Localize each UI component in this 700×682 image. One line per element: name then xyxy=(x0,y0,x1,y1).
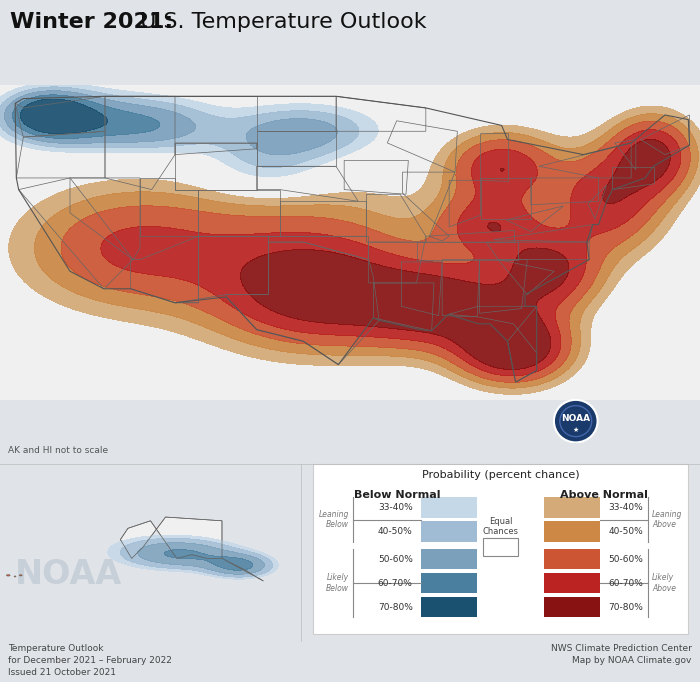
Polygon shape xyxy=(0,85,700,388)
Text: Leaning
Above: Leaning Above xyxy=(652,510,682,529)
Text: Below Normal: Below Normal xyxy=(354,490,440,500)
Text: Issued 21 October 2021: Issued 21 October 2021 xyxy=(8,668,116,677)
Bar xyxy=(421,573,477,593)
Bar xyxy=(545,521,601,542)
Ellipse shape xyxy=(6,575,10,576)
Text: 33-40%: 33-40% xyxy=(608,503,643,512)
Text: 60-70%: 60-70% xyxy=(378,578,413,588)
Text: ★: ★ xyxy=(573,427,579,433)
Text: NWS Climate Prediction Center: NWS Climate Prediction Center xyxy=(551,644,692,653)
Text: 50-60%: 50-60% xyxy=(378,554,413,563)
Text: 70-80%: 70-80% xyxy=(608,602,643,612)
Text: Above Normal: Above Normal xyxy=(560,490,648,500)
Text: 40-50%: 40-50% xyxy=(378,527,413,536)
Bar xyxy=(545,597,601,617)
Text: Equal
Chances: Equal Chances xyxy=(482,517,519,536)
Text: Likely
Above: Likely Above xyxy=(652,574,676,593)
Text: for December 2021 – February 2022: for December 2021 – February 2022 xyxy=(8,656,172,665)
Bar xyxy=(482,538,519,557)
Circle shape xyxy=(554,400,598,443)
Ellipse shape xyxy=(19,575,22,576)
Text: 50-60%: 50-60% xyxy=(608,554,643,563)
Polygon shape xyxy=(120,517,222,559)
Bar xyxy=(421,549,477,569)
Text: U.S. Temperature Outlook: U.S. Temperature Outlook xyxy=(133,12,426,32)
Bar xyxy=(421,497,477,518)
Text: NOAA: NOAA xyxy=(561,415,590,424)
Polygon shape xyxy=(222,559,263,581)
Text: Probability (percent chance): Probability (percent chance) xyxy=(421,470,580,480)
Text: AK and HI not to scale: AK and HI not to scale xyxy=(8,446,108,455)
Polygon shape xyxy=(15,96,690,382)
Text: 60-70%: 60-70% xyxy=(608,578,643,588)
FancyBboxPatch shape xyxy=(313,464,688,634)
Text: Likely
Below: Likely Below xyxy=(326,574,349,593)
Text: NOAA: NOAA xyxy=(15,559,122,591)
Text: Temperature Outlook: Temperature Outlook xyxy=(8,644,104,653)
Ellipse shape xyxy=(14,576,16,577)
Bar xyxy=(545,497,601,518)
Bar xyxy=(421,597,477,617)
Text: Map by NOAA Climate.gov: Map by NOAA Climate.gov xyxy=(572,656,692,665)
Text: Leaning
Below: Leaning Below xyxy=(318,510,349,529)
Text: 40-50%: 40-50% xyxy=(608,527,643,536)
Text: 33-40%: 33-40% xyxy=(378,503,413,512)
Text: 70-80%: 70-80% xyxy=(378,602,413,612)
Bar xyxy=(545,549,601,569)
Bar xyxy=(545,573,601,593)
Text: Winter 2021:: Winter 2021: xyxy=(10,12,174,32)
Bar xyxy=(421,521,477,542)
